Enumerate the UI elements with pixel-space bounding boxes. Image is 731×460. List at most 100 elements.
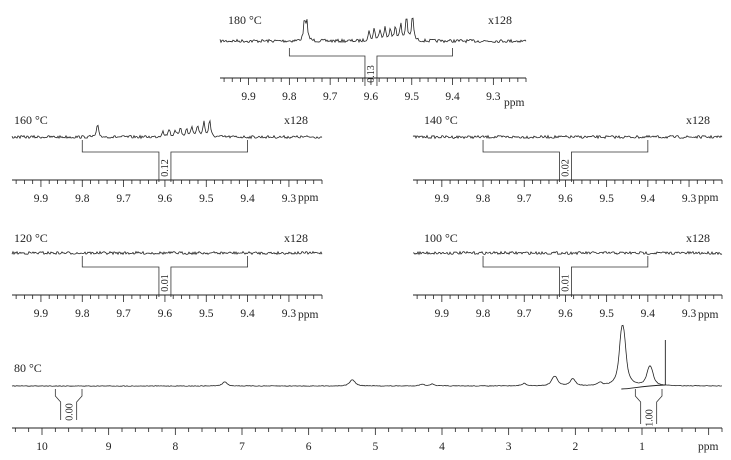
x-tick-label: 7 — [239, 441, 245, 453]
x-tick-label: 9.6 — [558, 193, 573, 205]
spectrum-trace — [11, 119, 323, 140]
integral-value-label: 0.01 — [560, 274, 571, 292]
x-tick-label: 5 — [372, 441, 378, 453]
panel-temperature-label: 80 °C — [14, 361, 42, 375]
x-axis-unit: ppm — [504, 97, 525, 109]
x-tick-label: 4 — [439, 441, 445, 453]
x-tick-label: 9.3 — [682, 308, 697, 320]
x-tick-label: 9.8 — [282, 91, 297, 103]
x-tick-label: 9.6 — [558, 308, 573, 320]
panel-180c: 180 °C x128 0.13 9.9 9.8 9.7 9.6 9.5 9.4 9.3 p… — [219, 13, 527, 109]
panel-temperature-label: 120 °C — [14, 231, 48, 245]
x-tick-label: 6 — [306, 441, 312, 453]
spectrum-trace — [412, 250, 723, 256]
integral-value-label: 0.13 — [366, 65, 377, 83]
x-tick-label: 9.7 — [116, 308, 131, 320]
integral-bracket — [54, 389, 83, 420]
integral-bracket — [482, 256, 649, 297]
panel-temperature-label: 100 °C — [424, 231, 458, 245]
x-axis: 9.9 9.8 9.7 9.6 9.5 9.4 9.3 — [12, 179, 323, 205]
x-tick-label: 9 — [106, 441, 112, 453]
x-tick-label: 1 — [639, 441, 645, 453]
integral-value-label: 0.01 — [160, 274, 171, 292]
integral-bracket-line — [81, 256, 248, 297]
integral-bracket — [288, 48, 453, 86]
x-axis: 9.9 9.8 9.7 9.6 9.5 9.4 9.3 — [220, 77, 527, 103]
x-tick-label: 9.6 — [364, 91, 379, 103]
panel-100c: 100 °C x128 0.01 9.9 9.8 9.7 9.6 9.5 9.4 9.3 p… — [412, 231, 723, 321]
x-tick-label: 9.7 — [517, 193, 532, 205]
x-axis-unit: ppm — [298, 309, 319, 321]
x-tick-label: 9.9 — [241, 91, 256, 103]
spectrum-trace — [219, 17, 527, 44]
x-tick-label: 9.9 — [34, 308, 49, 320]
panel-140c: 140 °C x128 0.02 9.9 9.8 9.7 9.6 9.5 9.4 9.3 p… — [412, 113, 723, 205]
x-axis-unit: ppm — [698, 309, 719, 321]
x-tick-label: 10 — [36, 441, 48, 453]
panel-temperature-label: 160 °C — [14, 113, 48, 127]
x-tick-label: 9.6 — [158, 193, 173, 205]
integral-bracket-line — [482, 140, 649, 182]
panel-120c: 120 °C x128 0.01 9.9 9.8 9.7 9.6 9.5 9.4 9.3 p… — [11, 231, 323, 321]
x-tick-label: 9.9 — [435, 193, 450, 205]
x-axis-unit: ppm — [298, 192, 319, 204]
x-tick-label: 9.4 — [240, 308, 255, 320]
x-tick-label: 9.8 — [75, 308, 90, 320]
x-tick-label: 9.5 — [405, 91, 420, 103]
integral-bracket — [482, 140, 649, 182]
x-axis-unit: ppm — [698, 192, 719, 204]
x-tick-label: 2 — [572, 441, 578, 453]
panel-temperature-label: 140 °C — [424, 113, 458, 127]
x-tick-label: 9.7 — [323, 91, 338, 103]
x-tick-label: 9.3 — [282, 193, 297, 205]
x-tick-label: 9.8 — [476, 193, 491, 205]
x-tick-label: 9.9 — [34, 193, 49, 205]
integral-bracket-line — [54, 389, 83, 420]
spectrum-trace — [11, 324, 723, 387]
integral-bracket-line — [81, 140, 248, 182]
x-tick-label: 9.5 — [599, 193, 614, 205]
integral-bracket-line — [288, 48, 453, 86]
integral-value-label: 0.00 — [65, 403, 76, 421]
x-axis: 9.9 9.8 9.7 9.6 9.5 9.4 9.3 — [413, 294, 723, 320]
x-tick-label: 3 — [506, 441, 512, 453]
x-tick-label: 9.3 — [682, 193, 697, 205]
x-tick-label: 9.7 — [517, 308, 532, 320]
panel-temperature-label: 180 °C — [228, 13, 262, 27]
x-tick-label: 8 — [172, 441, 178, 453]
x-tick-label: 9.4 — [445, 91, 460, 103]
integral-curve — [621, 340, 666, 390]
x-tick-label: 9.7 — [116, 193, 131, 205]
integral-value-label: 0.02 — [560, 159, 571, 177]
integral-value-label: 0.12 — [160, 159, 171, 177]
integral-bracket-line — [482, 256, 649, 297]
integral-bracket — [81, 256, 248, 297]
x-tick-label: 9.3 — [486, 91, 501, 103]
x-tick-label: 9.4 — [240, 193, 255, 205]
x-tick-label: 9.8 — [476, 308, 491, 320]
panel-160c: 160 °C x128 0.12 9.9 9.8 9.7 9.6 9.5 9.4 9.3 p… — [11, 113, 323, 205]
integral-bracket-line — [634, 389, 663, 424]
x-tick-label: 9.3 — [282, 308, 297, 320]
x-tick-label: 9.9 — [435, 308, 450, 320]
x-tick-label: 9.5 — [599, 308, 614, 320]
x-axis: 9.9 9.8 9.7 9.6 9.5 9.4 9.3 — [413, 179, 723, 205]
panel-80c: 80 °C 0.00 1.00 10 9 8 7 6 5 4 3 2 1 ppm — [11, 324, 723, 453]
x-tick-label: 9.5 — [199, 308, 214, 320]
x-tick-label: 9.5 — [199, 193, 214, 205]
x-tick-label: 9.6 — [158, 308, 173, 320]
spectrum-trace — [11, 250, 323, 256]
x-axis: 9.9 9.8 9.7 9.6 9.5 9.4 9.3 — [12, 294, 323, 320]
panel-scale-label: x128 — [686, 113, 710, 127]
x-tick-label: 9.4 — [641, 193, 656, 205]
x-axis-unit: ppm — [698, 441, 719, 453]
panel-scale-label: x128 — [686, 231, 710, 245]
panel-scale-label: x128 — [284, 231, 308, 245]
integral-bracket — [81, 140, 248, 182]
x-tick-label: 9.8 — [75, 193, 90, 205]
integral-value-label: 1.00 — [645, 409, 656, 427]
x-axis: 10 9 8 7 6 5 4 3 2 1 — [12, 427, 723, 453]
x-tick-label: 9.4 — [641, 308, 656, 320]
integral-bracket — [634, 389, 663, 424]
